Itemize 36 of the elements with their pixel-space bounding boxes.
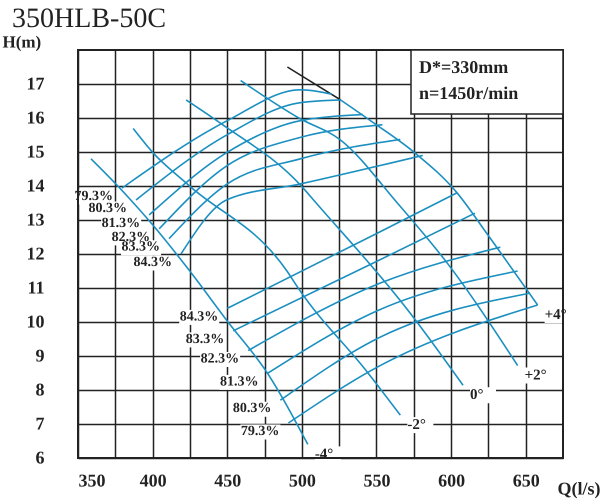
chart-title: 350HLB-50C (12, 3, 166, 34)
annotation: 84.3% (180, 309, 218, 324)
annotation: 82.3% (200, 352, 240, 367)
x-axis-title: Q(l/s) (558, 478, 600, 498)
annotation: n=1450r/min (419, 83, 518, 103)
x-tick-label: 650 (512, 470, 540, 490)
annotation: -2° (407, 417, 426, 434)
y-tick-label: 8 (36, 380, 44, 400)
annotation: 84.3% (133, 255, 172, 270)
y-tick-label: 9 (36, 346, 44, 366)
annotation: 81.3% (102, 216, 140, 231)
y-tick-label: 6 (36, 448, 44, 468)
x-tick-label: 600 (438, 470, 466, 490)
annotation: +2° (524, 368, 547, 384)
y-tick-label: 11 (27, 278, 44, 298)
y-tick-label: 10 (26, 312, 44, 332)
annotation: 79.3% (240, 424, 280, 439)
x-tick-label: 500 (288, 470, 316, 490)
x-tick-label: 400 (140, 470, 167, 490)
y-tick-label: 13 (26, 210, 44, 230)
annotation: 80.3% (232, 401, 272, 416)
annotation: 81.3% (220, 374, 259, 390)
annotation: 80.3% (88, 200, 128, 216)
y-tick-label: 15 (26, 142, 44, 162)
y-tick-label: 12 (26, 244, 44, 264)
y-tick-label: 16 (26, 108, 44, 128)
x-tick-label: 350 (78, 470, 106, 490)
annotation: 83.3% (186, 332, 224, 347)
x-tick-label: 450 (214, 470, 242, 490)
x-tick-label: 550 (363, 470, 390, 490)
annotation: 0° (470, 387, 484, 404)
y-tick-label: 14 (26, 176, 44, 196)
y-axis-title: H(m) (2, 32, 42, 52)
annotation: D*=330mm (419, 57, 508, 77)
y-tick-label: 17 (26, 74, 44, 94)
y-tick-label: 7 (36, 414, 44, 434)
